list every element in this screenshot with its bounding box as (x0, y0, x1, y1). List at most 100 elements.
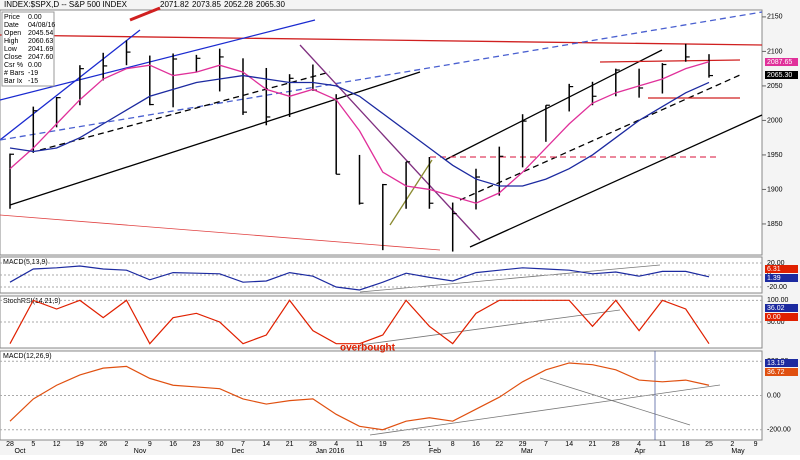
trendline (39, 71, 331, 151)
panel-title: MACD(12,26,9) (3, 353, 52, 360)
x-tick-label: 18 (682, 441, 690, 448)
last-value-box (765, 304, 798, 312)
y-tick-label: 2150 (767, 14, 783, 21)
last-value-box (765, 265, 798, 273)
info-label: High (4, 38, 19, 45)
quote-value: 2071.82 (160, 0, 189, 9)
trendline (539, 377, 691, 426)
series-line (9, 265, 710, 291)
x-tick-label: 4 (334, 441, 338, 448)
x-tick-label: 1 (427, 441, 431, 448)
x-tick-label: 28 (6, 441, 14, 448)
info-value: 04/08/16 (28, 22, 55, 29)
trendline (0, 19, 316, 101)
info-label: Close (4, 54, 22, 61)
y-tick-label: 1850 (767, 221, 783, 228)
info-label: Date (4, 22, 19, 29)
x-tick-label: 21 (286, 441, 294, 448)
info-value: 0.00 (28, 14, 42, 21)
x-tick-label: 12 (53, 441, 61, 448)
x-month-label: Mar (521, 448, 534, 455)
last-value-box (765, 368, 798, 376)
x-tick-label: 25 (402, 441, 410, 448)
x-tick-label: 30 (216, 441, 224, 448)
x-month-label: Nov (134, 448, 147, 455)
info-value: -19 (28, 70, 38, 77)
x-tick-label: 19 (76, 441, 84, 448)
y-tick-label: 2050 (767, 83, 783, 90)
x-tick-label: 23 (193, 441, 201, 448)
panel-title: MACD(5,13,9) (3, 259, 48, 266)
x-tick-label: 22 (495, 441, 503, 448)
trendline (0, 34, 763, 46)
trendline (389, 159, 433, 226)
x-tick-label: 7 (241, 441, 245, 448)
y-tick-label: 20.00 (767, 260, 785, 267)
x-month-label: Dec (232, 448, 245, 455)
quote-value: 2065.30 (256, 0, 285, 9)
last-value-label: 2087.65 (767, 59, 792, 66)
info-label: # Bars (4, 70, 25, 77)
x-month-label: May (731, 448, 745, 455)
trendline (459, 74, 741, 201)
x-tick-label: 16 (472, 441, 480, 448)
x-tick-label: 7 (544, 441, 548, 448)
last-value-box (765, 359, 798, 367)
info-label: Low (4, 46, 18, 53)
x-tick-label: 29 (519, 441, 527, 448)
trendline (359, 309, 621, 346)
trendline (0, 214, 441, 251)
last-value-box (765, 71, 798, 79)
info-label: Bar Ix (4, 78, 23, 85)
x-tick-label: 11 (356, 441, 363, 448)
info-label: Csr % (4, 62, 23, 69)
x-tick-label: 4 (637, 441, 641, 448)
x-tick-label: 8 (451, 441, 455, 448)
last-value-box (765, 274, 798, 282)
y-tick-label: -200.00 (767, 427, 791, 434)
info-box (1, 11, 55, 87)
x-tick-label: 9 (754, 441, 758, 448)
last-value-label: 0.00 (767, 314, 781, 321)
trendlines (0, 6, 763, 440)
info-value: 0.00 (28, 62, 42, 69)
info-value: 2045.54 (28, 30, 53, 37)
info-value: 2047.60 (28, 54, 53, 61)
last-value-label: 36.72 (767, 369, 785, 376)
y-tick-label: 2100 (767, 48, 783, 55)
info-value: -15 (28, 78, 38, 85)
info-value: 2041.69 (28, 46, 53, 53)
trendline (0, 29, 141, 141)
last-value-box (765, 313, 798, 321)
x-month-label: Apr (635, 448, 647, 455)
x-tick-label: 19 (379, 441, 387, 448)
x-tick-label: 2 (125, 441, 129, 448)
info-label: Price (4, 14, 20, 21)
annotation: overbought (340, 343, 396, 354)
symbol-title: INDEX:$SPX,D -- S&P 500 INDEX (4, 0, 128, 9)
x-month-label: Jan 2016 (316, 448, 345, 455)
y-tick-label: -20.00 (767, 284, 787, 291)
info-value: 2060.63 (28, 38, 53, 45)
x-tick-label: 28 (612, 441, 620, 448)
last-value-label: 1.39 (767, 275, 781, 282)
series-line (9, 61, 710, 204)
x-tick-label: 11 (659, 441, 666, 448)
x-month-label: Oct (15, 448, 26, 455)
trendline (0, 11, 763, 141)
trendline (469, 114, 763, 248)
quote-value: 2073.85 (192, 0, 221, 9)
series-line (9, 299, 710, 345)
x-tick-label: 14 (565, 441, 573, 448)
quote-value: 2052.28 (224, 0, 253, 9)
x-tick-label: 16 (169, 441, 177, 448)
x-tick-label: 21 (589, 441, 597, 448)
x-tick-label: 9 (148, 441, 152, 448)
info-label: Open (4, 30, 21, 37)
y-tick-label: 1900 (767, 186, 783, 193)
x-month-label: Feb (429, 448, 441, 455)
trendline (369, 384, 721, 436)
last-value-label: 13.19 (767, 360, 785, 367)
x-tick-label: 5 (31, 441, 35, 448)
